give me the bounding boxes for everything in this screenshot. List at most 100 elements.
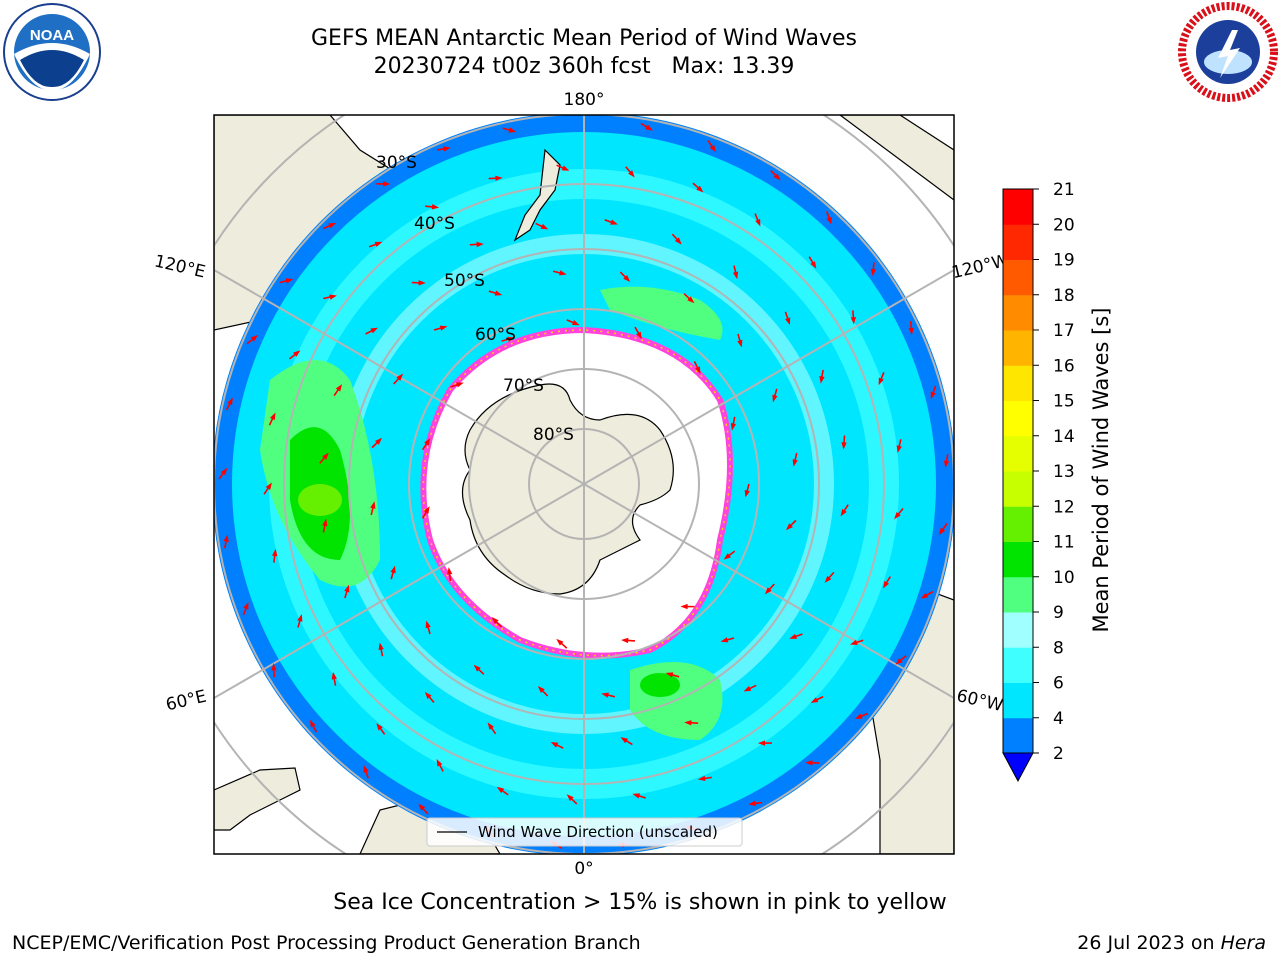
chart-title: GEFS MEAN Antarctic Mean Period of Wind …: [311, 26, 857, 51]
wind-arrow-head: [697, 775, 706, 782]
wind-arrow-head: [424, 691, 432, 700]
colorbar-tick-label: 16: [1053, 356, 1075, 376]
wind-arrow-head: [375, 437, 383, 445]
colorbar-tick-label: 2: [1053, 744, 1064, 764]
wind-arrow-head: [628, 170, 635, 178]
colorbar-segment: [1003, 365, 1033, 401]
colorbar-segment: [1003, 189, 1033, 225]
colorbar-segment: [1003, 259, 1033, 296]
colorbar-label: Mean Period of Wind Waves [s]: [1089, 308, 1113, 633]
wind-arrow-head: [764, 587, 772, 595]
footer-host: Hera: [1220, 932, 1266, 954]
land-antarctica: [461, 383, 674, 595]
colorbar-segment: [1003, 435, 1033, 472]
wind-arrow-head: [819, 376, 825, 384]
colorbar-tick-label: 6: [1053, 674, 1064, 694]
wind-arrow-head: [720, 637, 729, 643]
colorbar-tick-label: 11: [1053, 533, 1075, 553]
wind-arrow-head: [329, 294, 337, 300]
colorbar-tick-label: 10: [1053, 568, 1075, 588]
wind-arrow-head: [220, 467, 228, 476]
wind-arrow-head: [878, 377, 884, 386]
wind-arrow-head: [243, 601, 249, 610]
lon-label-0: 0°: [574, 859, 593, 879]
wind-arrow-head: [322, 518, 328, 527]
wind-arrow-head: [810, 697, 819, 703]
lon-label-60w: 60°W: [955, 686, 1005, 716]
wind-arrow-head: [824, 575, 832, 583]
wind-arrow-head: [431, 204, 440, 210]
colorbar-tick-label: 19: [1053, 251, 1075, 271]
wind-arrow-head: [540, 223, 549, 230]
wind-arrow-head: [571, 320, 580, 326]
land-nz-outer: [838, 115, 954, 201]
colorbar-tick-label: 18: [1053, 286, 1075, 306]
colorbar-tick-label: 13: [1053, 462, 1075, 482]
wind-arrow-head: [285, 278, 294, 284]
wind-arrow-head: [537, 685, 545, 693]
wind-arrow-head: [610, 219, 618, 225]
wind-arrow-head: [293, 350, 301, 357]
wind-arrow-head: [674, 237, 682, 245]
wind-arrow-head: [732, 271, 739, 280]
colorbar-tick-label: 20: [1053, 215, 1075, 235]
lon-label-180: 180°: [564, 90, 605, 110]
legend-label: Wind Wave Direction (unscaled): [478, 823, 718, 841]
wind-arrow-head: [297, 614, 303, 622]
colorbar-segment: [1003, 330, 1033, 366]
wind-arrow-head: [772, 394, 778, 403]
colorbar-segment: [1003, 224, 1033, 260]
colorbar-tick-label: 9: [1053, 603, 1064, 623]
wind-arrow-head: [443, 146, 451, 152]
wind-arrow-head: [439, 325, 448, 331]
colorbar-tick-label: 4: [1053, 709, 1064, 729]
wind-arrow-head: [632, 793, 641, 799]
map-legend: Wind Wave Direction (unscaled): [426, 817, 743, 847]
wind-arrow-head: [424, 438, 431, 446]
graticule: [214, 115, 954, 854]
noaa-logo-text: NOAA: [30, 27, 74, 44]
wind-arrow-head: [737, 339, 743, 348]
wind-arrow-head: [344, 584, 350, 593]
colorbar-segment: [1003, 541, 1033, 578]
colorbar-segment: [1003, 717, 1033, 754]
wind-arrow-head: [370, 501, 376, 509]
colorbar-segment: [1003, 294, 1033, 331]
wind-arrow-head: [496, 786, 505, 794]
wind-arrow-head: [507, 336, 516, 342]
noaa-logo: NOAA: [3, 3, 101, 101]
wind-arrow-head: [418, 803, 426, 811]
colorbar-segment: [1003, 506, 1033, 542]
wind-arrow-head: [390, 565, 396, 574]
wind-arrow-head: [418, 280, 426, 286]
wind-arrow-head: [250, 334, 258, 342]
wind-arrow-head: [748, 800, 756, 807]
wind-arrow-head: [943, 460, 950, 469]
lat-label-80s: 80°S: [533, 425, 574, 445]
wind-arrow-head: [446, 567, 453, 575]
wind-arrow-head: [694, 366, 701, 374]
wind-arrow-head: [785, 317, 791, 326]
wind-arrow-head: [850, 316, 857, 325]
wind-arrow-head: [331, 671, 337, 680]
wind-arrow-head: [810, 261, 817, 269]
wind-arrow-head: [566, 794, 574, 802]
colorbar-tick-label: 12: [1053, 497, 1075, 517]
wind-arrow-head: [908, 327, 914, 336]
wind-arrow-head: [709, 144, 717, 153]
wind-arrow-head: [309, 719, 316, 728]
wind-arrow-head: [645, 124, 653, 131]
wind-arrow-head: [894, 511, 901, 520]
lat-label-60s: 60°S: [475, 325, 516, 345]
wind-arrow-head: [374, 241, 383, 247]
colorbar-segment: [1003, 576, 1033, 613]
wind-arrow-head: [755, 218, 761, 227]
colorbar-extend-triangle: [1002, 752, 1034, 783]
wind-arrow-head: [680, 603, 688, 610]
wind-arrow-head: [328, 222, 337, 229]
wind-arrow-head: [882, 580, 890, 589]
wind-arrow-head: [491, 617, 499, 625]
sea-ice-note: Sea Ice Concentration > 15% is shown in …: [333, 890, 947, 915]
wind-arrow-head: [785, 523, 793, 531]
